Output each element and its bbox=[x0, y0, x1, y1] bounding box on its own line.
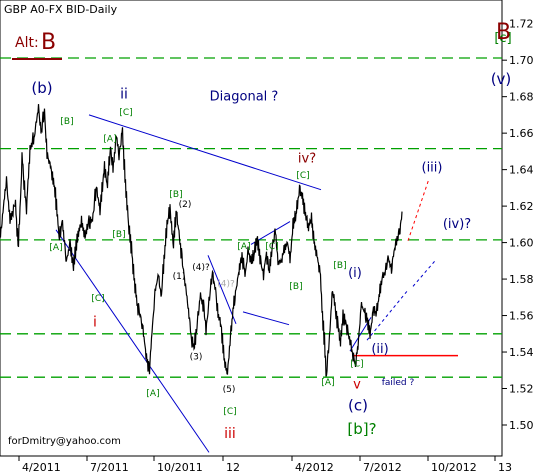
y-tick-label-11: 1.50 bbox=[509, 419, 534, 432]
y-tick-label-0: 1.72 bbox=[509, 18, 534, 31]
y-tick-label-10: 1.52 bbox=[509, 383, 534, 396]
annotation-13: [A] bbox=[49, 243, 62, 253]
trend-line-1 bbox=[55, 229, 210, 453]
y-tick-label-7: 1.58 bbox=[509, 273, 534, 286]
annotation-33: [C] bbox=[223, 407, 236, 417]
annotation-35: iii bbox=[224, 426, 236, 442]
y-tick-label-1: 1.70 bbox=[509, 54, 534, 67]
annotation-16: [B] bbox=[333, 261, 346, 271]
x-tick-label-6: 10/2012 bbox=[431, 461, 477, 473]
x-axis: 4/2011 7/2011 10/2011 12 4/2012 7/2012 10/2012… bbox=[18, 456, 512, 473]
x-tick-label-2: 10/2011 bbox=[157, 461, 203, 473]
annotation-24: (ii) bbox=[371, 342, 388, 357]
annotation-21: [B] bbox=[289, 282, 302, 292]
annotation-6: iv? bbox=[298, 151, 316, 166]
x-tick-label-0: 4/2011 bbox=[22, 461, 61, 473]
annotation-12: [B] bbox=[112, 230, 125, 240]
annotation-7: [C] bbox=[296, 171, 309, 181]
annotation-36: [c] bbox=[494, 31, 511, 46]
x-tick-label-3: 12 bbox=[226, 461, 240, 473]
trend-line-8 bbox=[407, 178, 430, 241]
y-tick-label-4: 1.64 bbox=[509, 164, 534, 177]
annotation-26: [C] bbox=[350, 360, 363, 370]
trend-line-0 bbox=[88, 114, 322, 191]
annotation-23: i bbox=[93, 314, 97, 330]
annotation-18: (4)? bbox=[192, 263, 210, 273]
annotation-19: (1) bbox=[173, 272, 186, 282]
alt-wave-label: B bbox=[41, 30, 56, 55]
chart-title: GBP A0-FX BID-Daily bbox=[4, 3, 118, 16]
dashed-levels bbox=[0, 57, 502, 378]
annotation-32: (c) bbox=[348, 396, 368, 414]
annotation-29: failed ? bbox=[382, 378, 415, 388]
annotation-37: (v) bbox=[491, 70, 512, 88]
annotation-17: (i) bbox=[348, 266, 362, 281]
annotation-34: [b]? bbox=[347, 420, 376, 438]
x-tick-label-5: 7/2012 bbox=[363, 461, 402, 473]
y-tick-label-9: 1.54 bbox=[509, 346, 534, 359]
y-axis: 1.72 1.70 1.68 1.66 1.64 1.62 1.60 1.58 1.56 1.54… bbox=[502, 18, 534, 432]
x-tick-label-7: 13 bbox=[498, 461, 512, 473]
annotation-14: [A] bbox=[237, 242, 250, 252]
annotation-11: (2) bbox=[179, 200, 192, 210]
x-tick-label-4: 4/2012 bbox=[295, 461, 334, 473]
y-tick-label-6: 1.60 bbox=[509, 237, 534, 250]
trend-line-3 bbox=[242, 311, 290, 326]
y-tick-label-5: 1.62 bbox=[509, 200, 534, 213]
annotation-2: [C] bbox=[119, 108, 132, 118]
y-tick-label-2: 1.68 bbox=[509, 91, 534, 104]
y-tick-label-8: 1.56 bbox=[509, 310, 534, 323]
corner-wave-label: B bbox=[496, 20, 511, 45]
annotation-31: [A] bbox=[146, 389, 159, 399]
annotation-4: [A] bbox=[103, 134, 116, 144]
annotation-0: (b) bbox=[31, 79, 52, 97]
annotation-30: (5) bbox=[223, 385, 236, 395]
wave-annotations: (b) ii [C] [B] [A] Diagonal ? iv? [C] (iii) (iv)?… bbox=[31, 31, 511, 442]
annotation-9: (iv)? bbox=[443, 217, 471, 232]
annotation-10: [B] bbox=[169, 190, 182, 200]
annotation-1: ii bbox=[120, 86, 128, 102]
annotation-15: [C] bbox=[265, 242, 278, 252]
trend-lines bbox=[55, 114, 436, 453]
annotation-3: [B] bbox=[60, 117, 73, 127]
annotation-28: v bbox=[353, 378, 361, 393]
y-tick-label-3: 1.66 bbox=[509, 127, 534, 140]
alt-label: Alt: bbox=[15, 35, 39, 51]
annotation-20: (4)? bbox=[217, 279, 235, 289]
email-label: forDmitry@yahoo.com bbox=[8, 436, 121, 447]
annotation-5: Diagonal ? bbox=[210, 89, 279, 104]
price-line bbox=[0, 104, 403, 377]
annotation-22: [C] bbox=[91, 294, 104, 304]
plot-frame bbox=[0, 0, 503, 457]
annotation-8: (iii) bbox=[422, 160, 443, 175]
annotation-25: (3) bbox=[190, 352, 203, 362]
trend-line-2 bbox=[207, 255, 237, 324]
trend-line-6 bbox=[366, 289, 409, 341]
annotation-27: [A] bbox=[321, 378, 334, 388]
x-tick-label-1: 7/2011 bbox=[90, 461, 129, 473]
